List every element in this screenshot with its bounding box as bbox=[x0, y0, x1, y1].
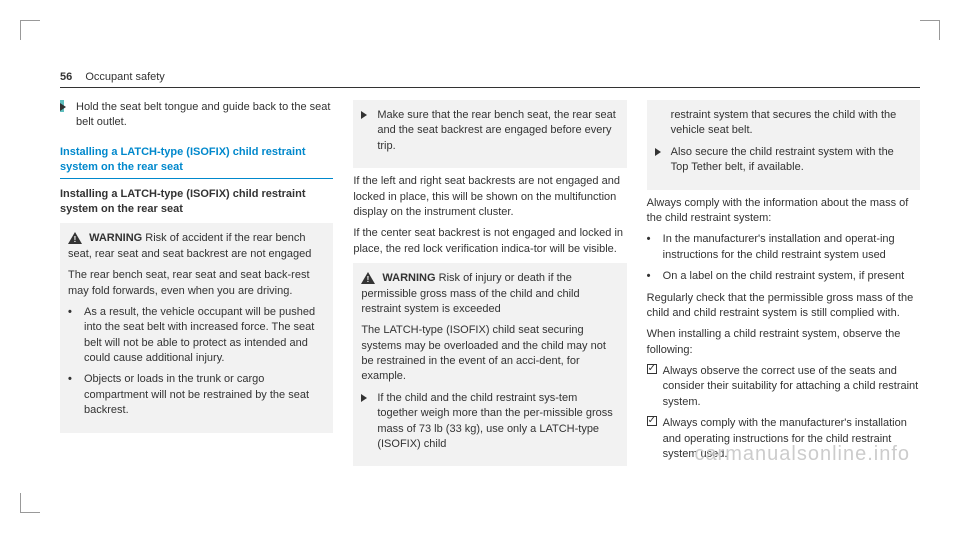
arrow-icon bbox=[655, 148, 661, 156]
instruction-item: Also secure the child restraint system w… bbox=[655, 145, 912, 176]
instruction-text: If the child and the child restraint sys… bbox=[377, 391, 618, 453]
paragraph: If the left and right seat backrests are… bbox=[353, 174, 626, 220]
svg-text:!: ! bbox=[367, 275, 370, 284]
checklist-text: Always observe the correct use of the se… bbox=[663, 364, 920, 410]
checkbox-icon bbox=[647, 364, 657, 374]
corner-mark-tl bbox=[20, 20, 40, 40]
warning-box-continuation: restraint system that secures the child … bbox=[647, 100, 920, 190]
section-title: Occupant safety bbox=[85, 71, 165, 83]
warning-paragraph: The rear bench seat, rear seat and seat … bbox=[68, 268, 325, 299]
page-header: 56 Occupant safety bbox=[60, 70, 920, 88]
instruction-item: Make sure that the rear bench seat, the … bbox=[361, 108, 618, 154]
corner-mark-tr bbox=[920, 20, 940, 40]
warning-label: WARNING bbox=[89, 232, 142, 244]
instruction-text: Also secure the child restraint system w… bbox=[671, 145, 912, 176]
arrow-icon bbox=[361, 111, 367, 119]
warning-triangle-icon: ! bbox=[68, 232, 82, 244]
instruction-item: If the child and the child restraint sys… bbox=[361, 391, 618, 453]
bullet-text: Objects or loads in the trunk or cargo c… bbox=[84, 372, 325, 418]
bullet-item: • On a label on the child restraint syst… bbox=[647, 269, 920, 284]
page-number: 56 bbox=[60, 70, 72, 85]
watermark: carmanualsonline.info bbox=[694, 440, 910, 468]
paragraph: If the center seat backrest is not engag… bbox=[353, 226, 626, 257]
bullet-icon: • bbox=[647, 232, 663, 263]
checklist-item: Always observe the correct use of the se… bbox=[647, 364, 920, 410]
page-content: Hold the seat belt tongue and guide back… bbox=[60, 100, 920, 472]
instruction-text: Make sure that the rear bench seat, the … bbox=[377, 108, 618, 154]
bullet-icon: • bbox=[68, 305, 84, 367]
bullet-item: • As a result, the vehicle occupant will… bbox=[68, 305, 325, 367]
section-heading: Installing a LATCH-type (ISOFIX) child r… bbox=[60, 145, 333, 179]
svg-text:!: ! bbox=[74, 235, 77, 244]
arrow-icon bbox=[361, 394, 367, 402]
column-1: Hold the seat belt tongue and guide back… bbox=[60, 100, 333, 472]
corner-mark-bl bbox=[20, 493, 40, 513]
paragraph: Always comply with the information about… bbox=[647, 196, 920, 227]
bullet-text: On a label on the child restraint system… bbox=[663, 269, 920, 284]
warning-label: WARNING bbox=[382, 272, 435, 284]
instruction-item: Hold the seat belt tongue and guide back… bbox=[60, 100, 333, 131]
warning-triangle-icon: ! bbox=[361, 272, 375, 284]
warning-box: ! WARNING Risk of injury or death if the… bbox=[353, 263, 626, 466]
arrow-icon bbox=[60, 103, 66, 111]
paragraph: Regularly check that the permissible gro… bbox=[647, 291, 920, 322]
warning-header: ! WARNING Risk of accident if the rear b… bbox=[68, 231, 325, 262]
bullet-text: As a result, the vehicle occupant will b… bbox=[84, 305, 325, 367]
warning-paragraph: The LATCH-type (ISOFIX) child seat secur… bbox=[361, 323, 618, 385]
instruction-text: restraint system that secures the child … bbox=[671, 108, 912, 139]
instruction-continuation: restraint system that secures the child … bbox=[655, 108, 912, 139]
checkbox-icon bbox=[647, 416, 657, 426]
column-3: restraint system that secures the child … bbox=[647, 100, 920, 472]
warning-header: ! WARNING Risk of injury or death if the… bbox=[361, 271, 618, 317]
bullet-item: • In the manufacturer's installation and… bbox=[647, 232, 920, 263]
subsection-heading: Installing a LATCH-type (ISOFIX) child r… bbox=[60, 187, 333, 218]
column-2: Make sure that the rear bench seat, the … bbox=[353, 100, 626, 472]
warning-box: ! WARNING Risk of accident if the rear b… bbox=[60, 223, 333, 432]
paragraph: When installing a child restraint system… bbox=[647, 327, 920, 358]
bullet-icon: • bbox=[647, 269, 663, 284]
bullet-item: • Objects or loads in the trunk or cargo… bbox=[68, 372, 325, 418]
bullet-text: In the manufacturer's installation and o… bbox=[663, 232, 920, 263]
instruction-text: Hold the seat belt tongue and guide back… bbox=[76, 100, 333, 131]
bullet-icon: • bbox=[68, 372, 84, 418]
warning-box-continuation: Make sure that the rear bench seat, the … bbox=[353, 100, 626, 168]
